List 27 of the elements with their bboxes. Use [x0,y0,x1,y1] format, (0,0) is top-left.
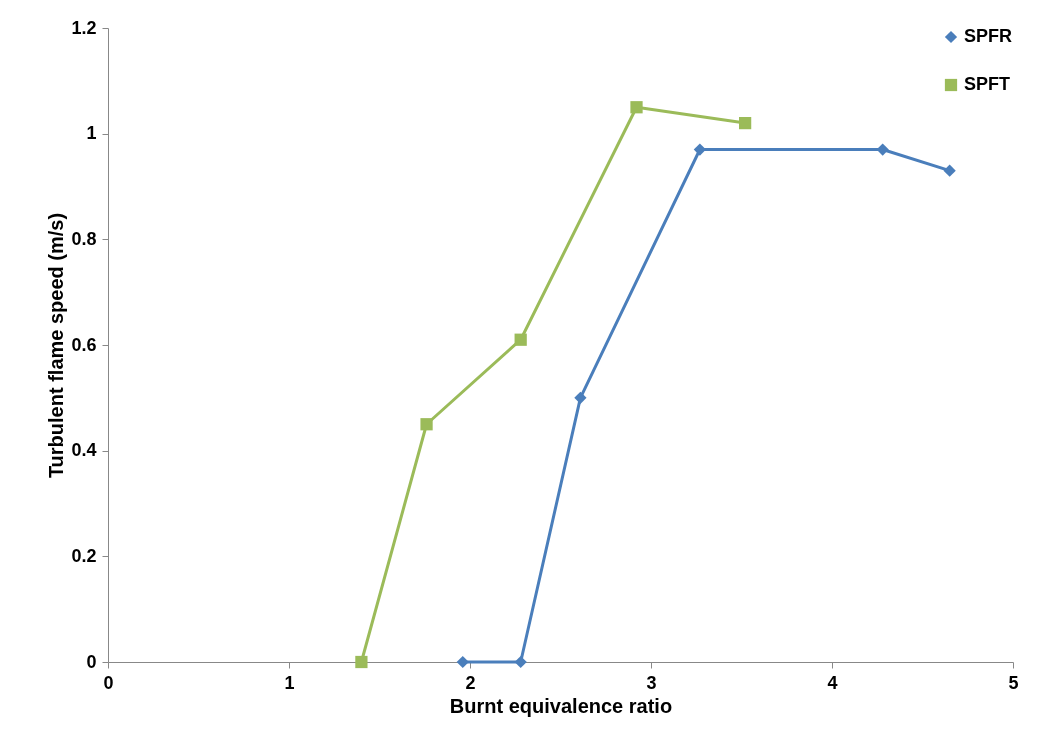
y-tick-label: 0.6 [71,334,97,355]
point [574,391,587,404]
legend-label: SPFR [964,26,1013,46]
x-tick-label: 1 [284,672,295,693]
point [456,655,469,669]
point [739,116,752,130]
point [693,143,706,156]
x-tick-label: 3 [646,672,657,693]
y-tick-label: 0.8 [71,228,97,249]
x-tick-label: 2 [465,672,476,693]
point [943,164,956,177]
legend-label: SPFT [964,74,1011,94]
y-tick-label: 1.2 [71,17,97,38]
y-tick-label: 0.2 [71,545,97,566]
y-tick-label: 1 [86,123,97,144]
x-tick-label: 4 [827,672,838,693]
x-axis-title: Burnt equivalence ratio [449,694,673,717]
x-tick-label: 0 [103,672,114,693]
x-tick-label: 5 [1008,672,1019,693]
point [355,655,368,669]
y-axis-title: Turbulent flame speed (m/s) [45,212,68,479]
point [514,655,527,669]
point [514,333,527,346]
y-tick-label: 0 [86,651,97,672]
point [630,101,643,114]
y-tick-label: 0.4 [71,440,97,461]
point [420,418,433,431]
